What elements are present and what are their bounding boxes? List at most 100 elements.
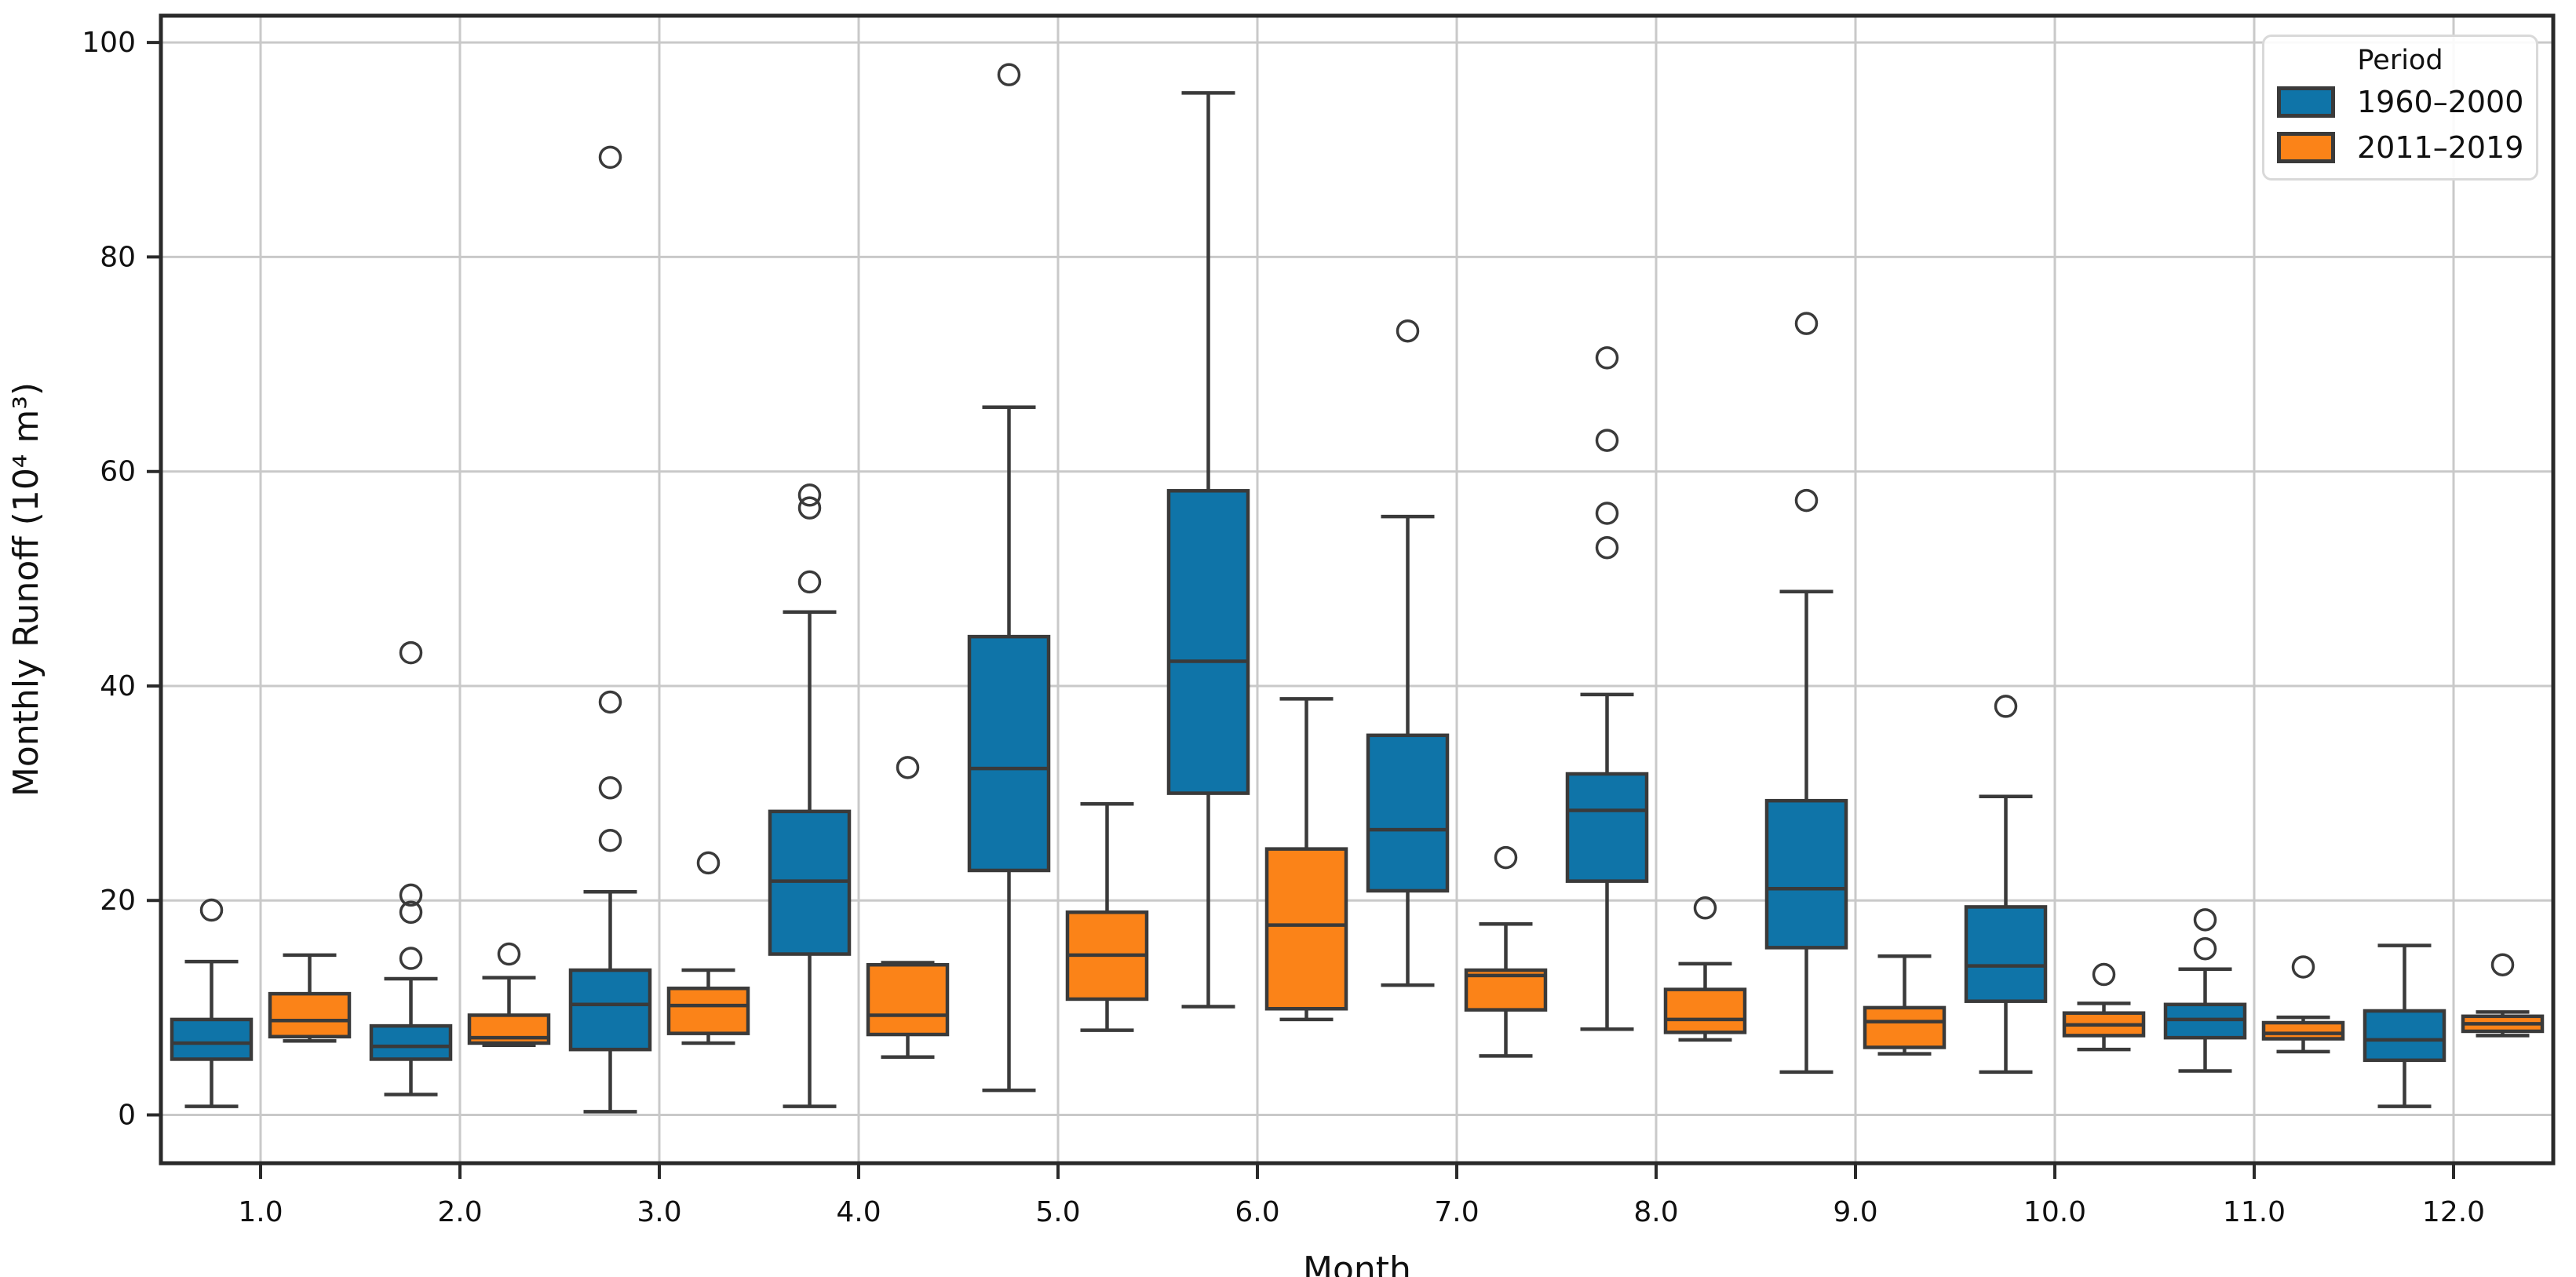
box-m6 bbox=[1166, 91, 1250, 1009]
box-m1 bbox=[170, 898, 254, 1108]
x-tick-label: 2.0 bbox=[437, 1196, 482, 1228]
iqr-box bbox=[1764, 798, 1848, 950]
outlier-point bbox=[997, 63, 1021, 86]
outlier-point bbox=[2092, 962, 2116, 987]
box-m8 bbox=[1565, 346, 1649, 1031]
iqr-box bbox=[2363, 1009, 2446, 1063]
x-tick-label: 8.0 bbox=[1633, 1196, 1678, 1228]
box-m4 bbox=[768, 483, 852, 1108]
legend-entry-label: 1960–2000 bbox=[2357, 85, 2524, 119]
outlier-point bbox=[1595, 346, 1619, 370]
iqr-box bbox=[1166, 489, 1250, 795]
outlier-point bbox=[199, 898, 224, 922]
outlier-point bbox=[1595, 429, 1619, 452]
iqr-box bbox=[866, 962, 950, 1037]
box-m7 bbox=[1366, 319, 1450, 987]
box-m2 bbox=[467, 942, 551, 1047]
y-tick-label: 80 bbox=[100, 241, 136, 273]
box-m4 bbox=[866, 756, 950, 1059]
iqr-box bbox=[1264, 847, 1348, 1011]
outlier-point bbox=[696, 851, 721, 875]
iqr-box bbox=[467, 1013, 551, 1045]
iqr-box bbox=[1663, 987, 1747, 1034]
outlier-point bbox=[1693, 896, 1717, 920]
plot-border bbox=[159, 13, 2556, 1166]
outlier-point bbox=[1794, 488, 1819, 513]
box-m3 bbox=[666, 851, 750, 1045]
iqr-box bbox=[967, 634, 1051, 873]
legend-swatch bbox=[2277, 86, 2335, 118]
outlier-point bbox=[598, 828, 622, 852]
iqr-box bbox=[268, 991, 352, 1039]
box-m9 bbox=[1863, 954, 1947, 1056]
box-m10 bbox=[1964, 695, 2048, 1075]
outlier-point bbox=[1595, 535, 1619, 560]
x-tick-label: 10.0 bbox=[2023, 1196, 2086, 1228]
series-1960-2000 bbox=[170, 63, 2446, 1114]
outlier-point bbox=[1595, 502, 1619, 525]
outlier-point bbox=[399, 883, 423, 907]
y-tick-label: 40 bbox=[100, 670, 136, 702]
iqr-box bbox=[1964, 905, 2048, 1003]
box-m1 bbox=[268, 953, 352, 1043]
outlier-point bbox=[497, 942, 521, 966]
outlier-point bbox=[1396, 319, 1420, 343]
box-m6 bbox=[1264, 697, 1348, 1022]
y-tick-label: 0 bbox=[118, 1100, 136, 1132]
iqr-box bbox=[369, 1023, 453, 1061]
y-tick-label: 60 bbox=[100, 456, 136, 488]
outlier-point bbox=[2490, 953, 2515, 976]
iqr-box bbox=[2261, 1020, 2345, 1041]
box-m11 bbox=[2261, 955, 2345, 1054]
x-axis-label: Month bbox=[1303, 1250, 1411, 1277]
iqr-box bbox=[1366, 733, 1450, 893]
box-m3 bbox=[568, 145, 652, 1114]
box-m12 bbox=[2461, 953, 2545, 1038]
legend-entry-1960-2000: 1960–2000 bbox=[2264, 79, 2536, 125]
y-axis-label: Monthly Runoff (10⁴ m³) bbox=[6, 382, 46, 797]
outlier-point bbox=[2193, 908, 2217, 932]
iqr-box bbox=[170, 1017, 254, 1061]
x-tick-label: 7.0 bbox=[1434, 1196, 1479, 1228]
x-tick-label: 5.0 bbox=[1035, 1196, 1080, 1228]
outlier-point bbox=[399, 640, 423, 665]
box-m8 bbox=[1663, 896, 1747, 1042]
axes: 0 20 40 60 80 100 1.0 2.0 3.0 4.0 5.0 6.0 7.0 8.0 9.0 1… bbox=[82, 13, 2556, 1228]
outlier-point bbox=[2291, 955, 2315, 979]
outlier-point bbox=[1494, 845, 1518, 870]
outlier-point bbox=[1994, 695, 2018, 718]
legend-rows: 1960–2000 2011–2019 bbox=[2264, 79, 2536, 170]
grid-lines bbox=[161, 16, 2553, 1163]
outlier-point bbox=[797, 483, 822, 507]
series-2011-2019 bbox=[268, 697, 2545, 1059]
outlier-point bbox=[797, 570, 822, 594]
legend-title: Period bbox=[2357, 45, 2443, 76]
box-m11 bbox=[2163, 908, 2247, 1073]
y-tick-label: 100 bbox=[82, 27, 136, 59]
legend-swatch bbox=[2277, 132, 2335, 163]
outlier-point bbox=[399, 900, 423, 925]
outlier-point bbox=[2193, 936, 2217, 961]
box-m5 bbox=[1065, 802, 1149, 1032]
outlier-point bbox=[598, 776, 622, 800]
box-m7 bbox=[1464, 845, 1548, 1058]
outlier-point bbox=[896, 756, 920, 779]
iqr-box bbox=[568, 968, 652, 1052]
x-tick-label: 1.0 bbox=[238, 1196, 283, 1228]
outlier-point bbox=[1794, 312, 1819, 335]
outlier-point bbox=[399, 947, 423, 970]
legend-entry-label: 2011–2019 bbox=[2357, 130, 2524, 165]
x-tick-label: 6.0 bbox=[1235, 1196, 1279, 1228]
iqr-box bbox=[666, 987, 750, 1035]
box-m12 bbox=[2363, 943, 2446, 1108]
legend: Period 1960–2000 2011–2019 bbox=[2262, 35, 2538, 181]
box-m2 bbox=[369, 640, 453, 1096]
box-m9 bbox=[1764, 312, 1848, 1075]
x-tick-label: 11.0 bbox=[2223, 1196, 2286, 1228]
y-tick-label: 20 bbox=[100, 885, 136, 917]
outlier-point bbox=[797, 496, 822, 520]
x-tick-label: 12.0 bbox=[2422, 1196, 2485, 1228]
box-m5 bbox=[967, 63, 1051, 1093]
